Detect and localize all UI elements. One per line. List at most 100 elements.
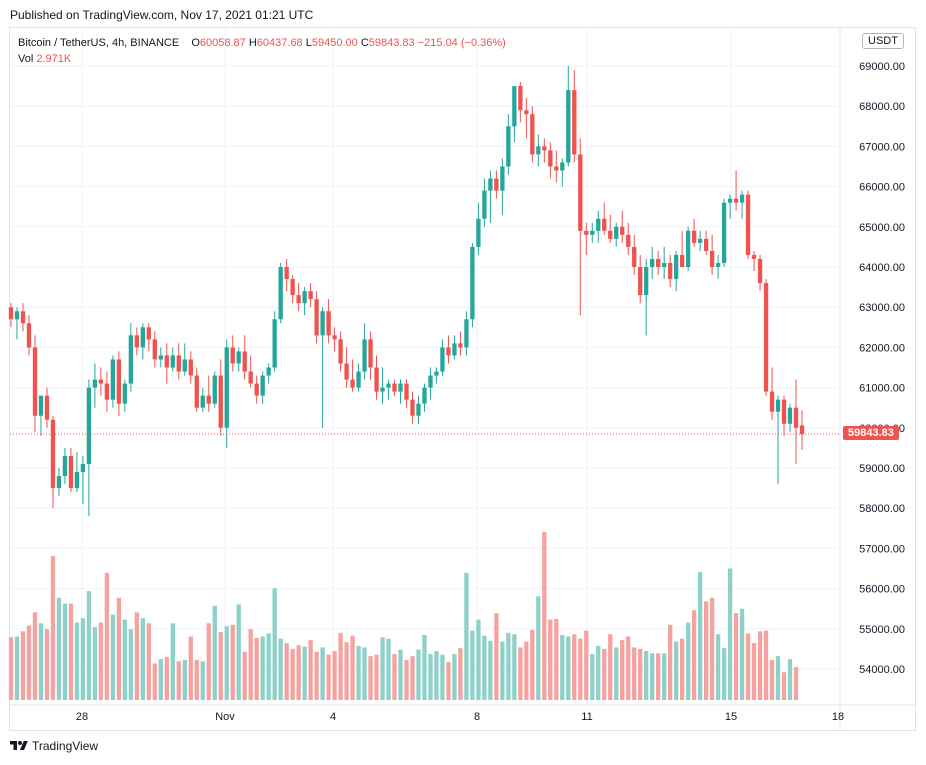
candle-body [542, 146, 547, 151]
volume-bar [86, 591, 92, 700]
x-tick-label: 8 [474, 711, 480, 723]
candle-body [314, 299, 319, 336]
volume-bar [476, 619, 481, 700]
volume-bar [727, 568, 733, 700]
volume-bar [416, 649, 421, 700]
candle-body [188, 359, 193, 376]
volume-bar [230, 624, 235, 700]
volume-bar [434, 651, 439, 700]
candle-body [386, 383, 391, 388]
candle-body [362, 339, 367, 372]
volume-bar [721, 648, 727, 700]
candle-body [104, 383, 110, 400]
candle-body [638, 267, 643, 296]
candle-body [164, 355, 169, 368]
candle-body [614, 226, 619, 239]
volume-bar [697, 572, 703, 700]
volume-bar [74, 622, 80, 700]
volume-bar [266, 633, 271, 700]
volume-bar [620, 640, 625, 700]
volume-bar [20, 631, 26, 700]
candle-body [560, 162, 565, 171]
candle-body [116, 359, 122, 404]
volume-bar [488, 640, 493, 700]
candle-body [733, 198, 739, 203]
candle-body [757, 258, 763, 284]
candle-body [398, 383, 403, 392]
volume-bar [146, 623, 151, 700]
volume-bar [787, 659, 793, 700]
candle-body [584, 230, 589, 235]
volume-bar [344, 642, 349, 700]
candle-body [494, 178, 499, 191]
volume-bar [446, 662, 451, 700]
volume-bar [314, 651, 319, 700]
volume-bar [428, 653, 433, 700]
volume-bar [715, 634, 721, 700]
volume-bar [482, 635, 487, 700]
candle-body [799, 425, 805, 435]
candle-body [74, 472, 80, 489]
change-value: −215.04 (−0.36%) [417, 37, 506, 49]
footer-brand-label: TradingView [32, 739, 99, 753]
volume-bar [200, 661, 205, 700]
candle-body [68, 455, 74, 489]
volume-bar [739, 608, 745, 700]
candle-body [787, 407, 793, 424]
volume-bar [362, 647, 367, 700]
candle-body [146, 327, 151, 340]
volume-bar [662, 653, 667, 700]
volume-bar [350, 635, 355, 700]
x-tick-label: Nov [215, 711, 235, 723]
volume-bar [236, 604, 241, 700]
volume-row: Vol 2.971K [18, 51, 506, 67]
low-label: L [305, 37, 312, 49]
volume-bar [602, 648, 607, 700]
volume-bar [470, 630, 475, 700]
candle-body [38, 395, 44, 416]
candle-body [416, 403, 421, 416]
volume-bar [644, 651, 649, 700]
candle-body [572, 90, 577, 155]
volume-bar [302, 646, 307, 700]
volume-bar [554, 618, 559, 700]
volume-bar [398, 649, 403, 700]
candle-body [176, 355, 181, 372]
footer-brand[interactable]: TradingView [10, 739, 98, 753]
candle-body [536, 146, 541, 155]
y-tick-label: 61000.00 [859, 383, 905, 395]
volume-bar [440, 654, 445, 700]
volume-bar [116, 597, 122, 700]
candle-body [590, 230, 595, 235]
candle-body [691, 230, 697, 243]
candle-body [697, 238, 703, 243]
y-tick-label: 69000.00 [859, 61, 905, 73]
candle-body [763, 283, 769, 392]
candle-body [56, 476, 62, 489]
volume-bar [590, 653, 595, 700]
candle-body [182, 359, 187, 372]
volume-bar [332, 651, 337, 700]
candle-body [566, 90, 571, 163]
volume-bar [176, 661, 181, 700]
candle-body [380, 387, 385, 392]
volume-bar [650, 653, 655, 700]
high-label: H [248, 37, 257, 49]
volume-bar [608, 634, 613, 700]
candle-body [488, 178, 493, 191]
candle-body [260, 375, 265, 396]
candle-body [602, 218, 607, 231]
volume-bar [560, 634, 565, 700]
currency-button[interactable]: USDT [862, 33, 904, 49]
volume-bar [98, 622, 104, 700]
candle-body [26, 323, 32, 348]
candle-body [32, 347, 38, 416]
candle-body [500, 166, 505, 191]
candle-body [458, 343, 463, 348]
candle-body [674, 254, 679, 280]
last-price-badge: 59843.83 [843, 426, 899, 440]
volume-bar [386, 638, 391, 700]
volume-bar [793, 667, 799, 700]
volume-bar [284, 643, 289, 700]
